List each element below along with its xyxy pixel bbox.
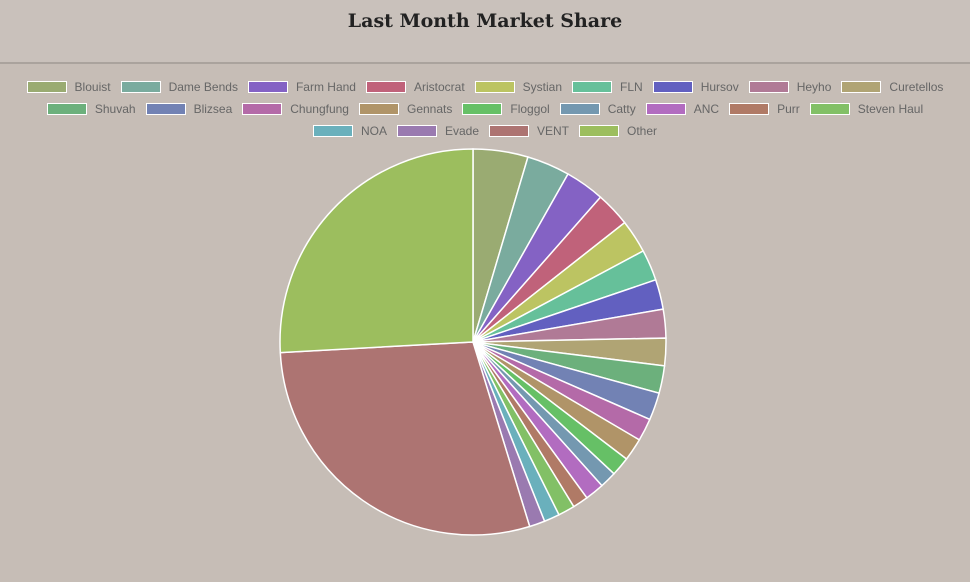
legend-label: Hursov — [700, 80, 739, 94]
legend-label: FLN — [620, 80, 643, 94]
pie-slice — [279, 341, 531, 536]
legend-label: NOA — [360, 124, 387, 138]
legend-label: VENT — [537, 124, 570, 138]
legend-label: Shuvah — [94, 102, 136, 116]
legend-item[interactable]: NOA — [312, 123, 387, 139]
legend-item[interactable]: ANC — [645, 101, 720, 117]
legend-item[interactable]: Floggol — [462, 101, 550, 117]
legend-item[interactable]: Steven Haul — [809, 101, 924, 117]
legend-item[interactable]: Hursov — [652, 79, 739, 95]
legend-label: Catty — [607, 102, 636, 116]
legend-swatch — [729, 103, 770, 115]
legend-label: Evade — [444, 124, 479, 138]
legend-swatch — [120, 81, 161, 93]
legend-item[interactable]: Farm Hand — [247, 79, 356, 95]
legend-label: Dame Bends — [168, 80, 238, 94]
legend-label: Other — [627, 124, 658, 138]
legend-swatch — [358, 103, 399, 115]
legend-label: Floggol — [510, 102, 550, 116]
legend-swatch — [474, 81, 515, 93]
legend-item[interactable]: Blouist — [26, 79, 111, 95]
legend-label: Aristocrat — [413, 80, 465, 94]
legend-item[interactable]: Dame Bends — [120, 79, 238, 95]
legend: Blouist Dame Bends Farm Hand Aristocrat Syst… — [10, 79, 960, 139]
legend-item[interactable]: Shuvah — [46, 101, 136, 117]
legend-swatch — [579, 125, 620, 137]
legend-label: Steven Haul — [857, 102, 924, 116]
legend-item[interactable]: Gennats — [358, 101, 453, 117]
pie-slice — [279, 148, 474, 354]
legend-swatch — [572, 81, 613, 93]
legend-item[interactable]: Chungfung — [242, 101, 349, 117]
legend-label: Blouist — [74, 80, 111, 94]
legend-label: Curetellos — [889, 80, 944, 94]
legend-label: Blizsea — [193, 102, 233, 116]
chart-title: Last Month Market Share — [347, 10, 623, 32]
legend-swatch — [247, 81, 288, 93]
legend-item[interactable]: Curetellos — [841, 79, 943, 95]
legend-item[interactable]: VENT — [489, 123, 569, 139]
legend-swatch — [46, 103, 87, 115]
legend-swatch — [145, 103, 186, 115]
legend-swatch — [312, 125, 353, 137]
legend-label: Purr — [777, 102, 800, 116]
legend-swatch — [809, 103, 850, 115]
legend-swatch — [242, 103, 283, 115]
legend-item[interactable]: Evade — [396, 123, 479, 139]
header: Last Month Market Share — [0, 0, 970, 64]
legend-item[interactable]: Blizsea — [145, 101, 233, 117]
legend-swatch — [396, 125, 437, 137]
legend-swatch — [559, 103, 600, 115]
legend-swatch — [489, 125, 529, 137]
legend-item[interactable]: Other — [579, 123, 657, 139]
legend-label: ANC — [693, 102, 720, 116]
legend-label: Farm Hand — [295, 80, 356, 94]
legend-label: Heyho — [796, 80, 832, 94]
legend-swatch — [365, 81, 406, 93]
legend-item[interactable]: Catty — [559, 101, 636, 117]
legend-label: Gennats — [406, 102, 453, 116]
legend-label: Systian — [522, 80, 563, 94]
legend-item[interactable]: Aristocrat — [365, 79, 465, 95]
legend-item[interactable]: Systian — [474, 79, 563, 95]
legend-label: Chungfung — [290, 102, 349, 116]
legend-item[interactable]: Heyho — [748, 79, 832, 95]
legend-swatch — [748, 81, 789, 93]
legend-swatch — [462, 103, 503, 115]
legend-swatch — [26, 81, 67, 93]
legend-item[interactable]: Purr — [729, 101, 800, 117]
legend-item[interactable]: FLN — [572, 79, 643, 95]
legend-swatch — [645, 103, 686, 115]
legend-swatch — [841, 81, 882, 93]
legend-swatch — [652, 81, 693, 93]
